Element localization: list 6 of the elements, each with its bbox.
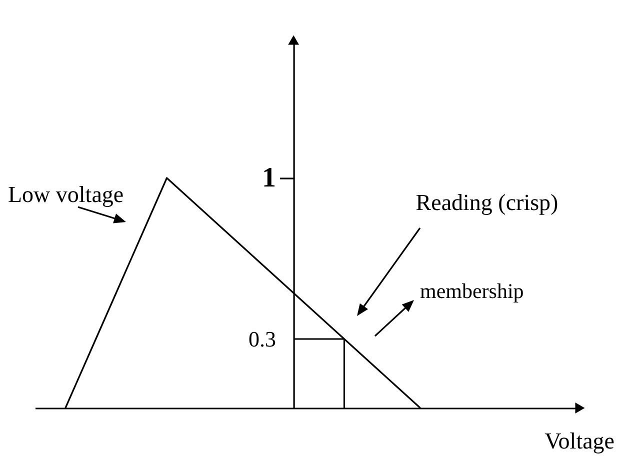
annotation: membership <box>420 279 524 303</box>
series-label: Low voltage <box>8 182 124 207</box>
y-tick-label: 0.3 <box>248 326 276 352</box>
y-tick-label: 1 <box>262 162 276 194</box>
annotation: Reading (crisp) <box>416 190 558 215</box>
x-axis-title: Voltage <box>544 428 614 454</box>
